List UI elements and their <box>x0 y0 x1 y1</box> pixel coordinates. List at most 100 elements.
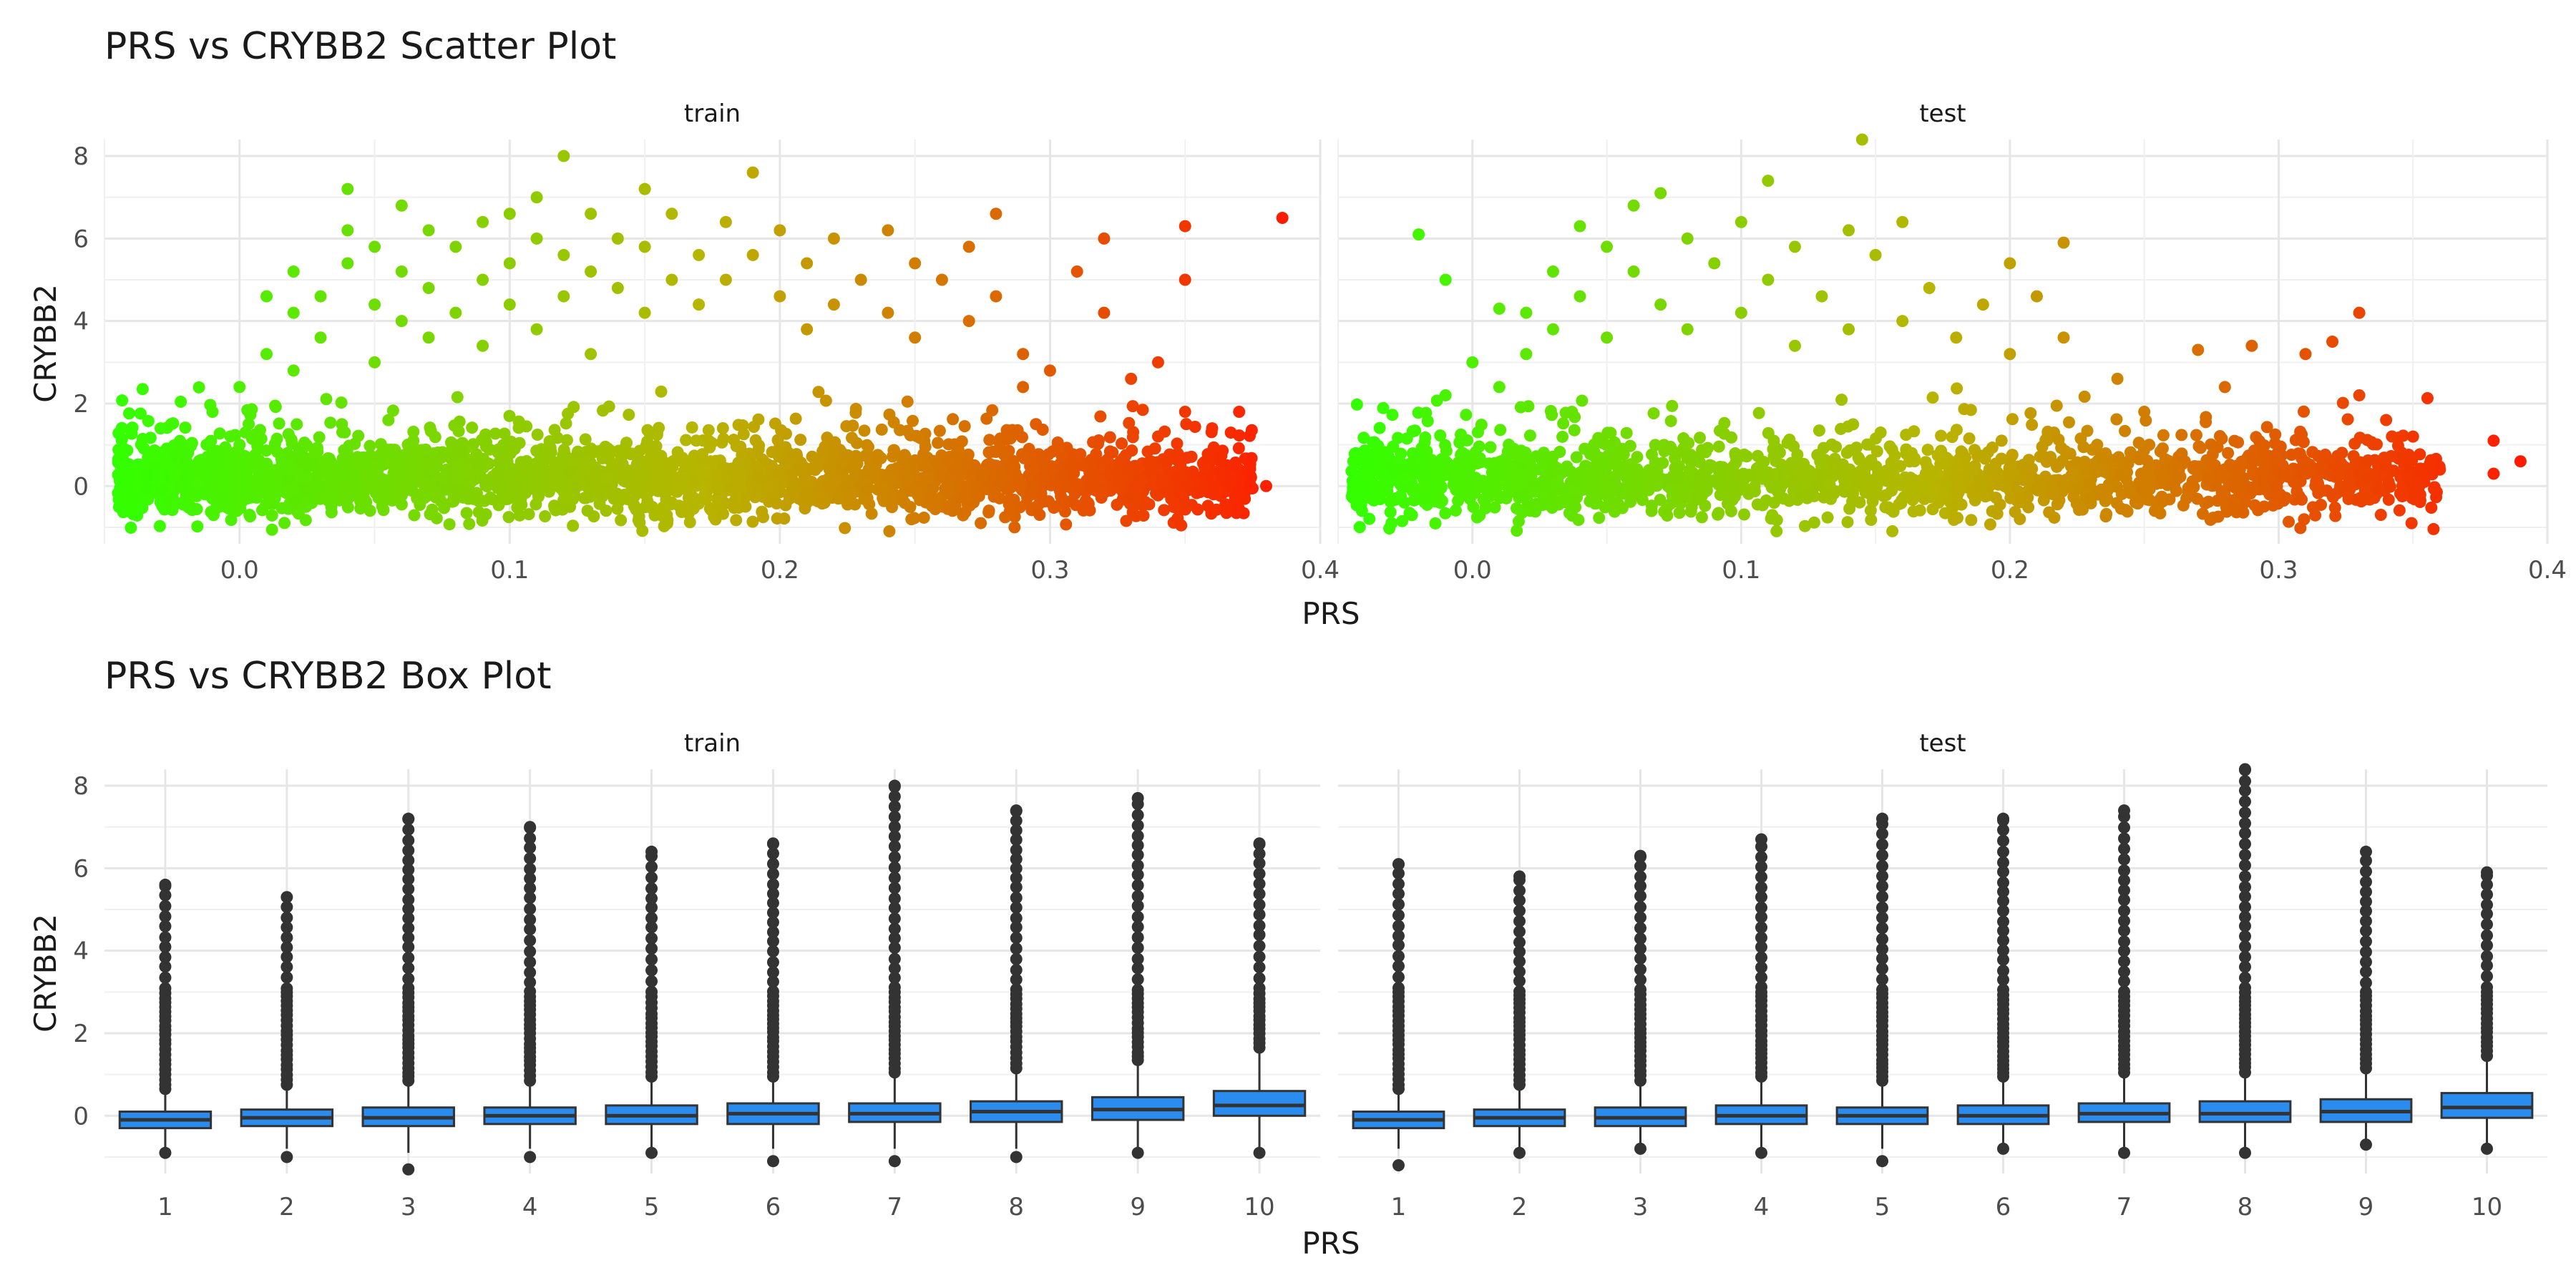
scatter-point <box>1676 485 1689 498</box>
box-outlier <box>766 887 779 900</box>
x-tick-label: 9 <box>1130 1193 1146 1221</box>
scatter-point <box>245 403 258 416</box>
scatter-point <box>823 464 836 477</box>
box-outlier <box>280 891 293 904</box>
scatter-point <box>947 413 960 426</box>
scatter-point <box>1473 452 1486 464</box>
scatter-point <box>789 412 802 425</box>
scatter-point <box>512 421 525 434</box>
box-outlier <box>159 960 172 973</box>
scatter-point <box>395 199 408 212</box>
y-tick-label: 8 <box>73 772 89 801</box>
scatter-point <box>2099 510 2112 523</box>
scatter-point <box>1624 495 1637 508</box>
box-outlier <box>888 932 901 945</box>
scatter-point <box>1369 446 1382 459</box>
scatter-point <box>1852 451 1865 464</box>
scatter-point <box>140 469 153 482</box>
box-outlier <box>402 922 415 935</box>
scatter-point <box>886 493 899 506</box>
scatter-point <box>265 509 278 522</box>
scatter-point <box>132 475 145 488</box>
box-outlier <box>524 902 537 915</box>
scatter-point <box>1380 450 1393 463</box>
scatter-point <box>407 425 420 438</box>
scatter-point <box>1171 437 1184 450</box>
box-outlier <box>888 942 901 955</box>
scatter-point <box>1070 265 1083 278</box>
scatter-point <box>2343 476 2356 489</box>
x-tick-label: 0.2 <box>761 556 799 585</box>
scatter-point <box>2111 372 2124 385</box>
scatter-point <box>2057 236 2070 249</box>
scatter-point <box>1043 495 1055 508</box>
scatter-point <box>498 427 511 440</box>
scatter-point <box>1493 381 1506 394</box>
scatter-point <box>530 232 543 245</box>
box-outlier <box>1010 964 1023 977</box>
scatter-point <box>1735 215 1747 228</box>
scatter-point <box>1224 426 1237 439</box>
scatter-point <box>557 485 570 498</box>
scatter-point <box>1712 440 1725 453</box>
scatter-point <box>882 472 895 484</box>
scatter-point <box>1425 454 1438 467</box>
scatter-point <box>685 487 698 500</box>
scatter-point <box>1813 424 1825 437</box>
scatter-point <box>1699 446 1712 459</box>
scatter-point <box>1725 480 1738 493</box>
scatter-point <box>747 421 760 434</box>
scatter-point <box>308 459 321 472</box>
scatter-point <box>1189 421 1201 434</box>
scatter-point <box>377 504 390 517</box>
scatter-point <box>667 455 680 468</box>
scatter-point <box>135 438 147 451</box>
box-outlier <box>645 953 658 966</box>
box-outlier <box>645 1146 658 1159</box>
scatter-point <box>2143 461 2156 474</box>
scatter-point <box>960 480 972 493</box>
scatter-point <box>1171 449 1184 462</box>
scatter-point <box>1995 452 2008 465</box>
scatter-point <box>2192 440 2205 453</box>
scatter-point <box>134 459 147 472</box>
scatter-point <box>2090 462 2103 475</box>
scatter-point <box>1071 478 1084 491</box>
scatter-point <box>1376 466 1389 479</box>
scatter-point <box>314 331 327 344</box>
scatter-point <box>126 421 139 434</box>
scatter-point <box>2021 491 2034 504</box>
scatter-point <box>287 364 300 377</box>
scatter-point <box>1484 441 1497 454</box>
scatter-point <box>275 464 288 477</box>
scatter-point <box>185 436 198 449</box>
scatter-point <box>779 499 792 512</box>
scatter-point <box>1413 228 1425 241</box>
scatter-point <box>1520 348 1533 361</box>
scatter-point <box>2043 506 2056 519</box>
scatter-point <box>839 522 852 535</box>
scatter-point <box>463 517 476 530</box>
box-outlier <box>1010 973 1023 986</box>
scatter-point <box>136 383 149 396</box>
scatter-point <box>1938 507 1951 519</box>
scatter-point <box>1406 484 1419 497</box>
scatter-point <box>600 472 613 484</box>
scatter-point <box>611 282 624 295</box>
scatter-point <box>579 433 592 446</box>
scatter-point <box>1395 447 1407 460</box>
scatter-point <box>1384 506 1397 519</box>
scatter-point <box>737 428 750 441</box>
scatter-point <box>1767 443 1780 456</box>
scatter-point <box>2279 492 2292 504</box>
scatter-point <box>325 506 338 519</box>
scatter-point <box>725 462 738 475</box>
scatter-point <box>179 476 192 489</box>
scatter-point <box>1406 425 1419 438</box>
scatter-point <box>2374 509 2387 522</box>
box-outlier <box>402 982 415 995</box>
scatter-point <box>503 298 516 311</box>
scatter-point <box>308 447 321 459</box>
scatter-point <box>1403 507 1416 519</box>
scatter-point <box>422 282 435 295</box>
